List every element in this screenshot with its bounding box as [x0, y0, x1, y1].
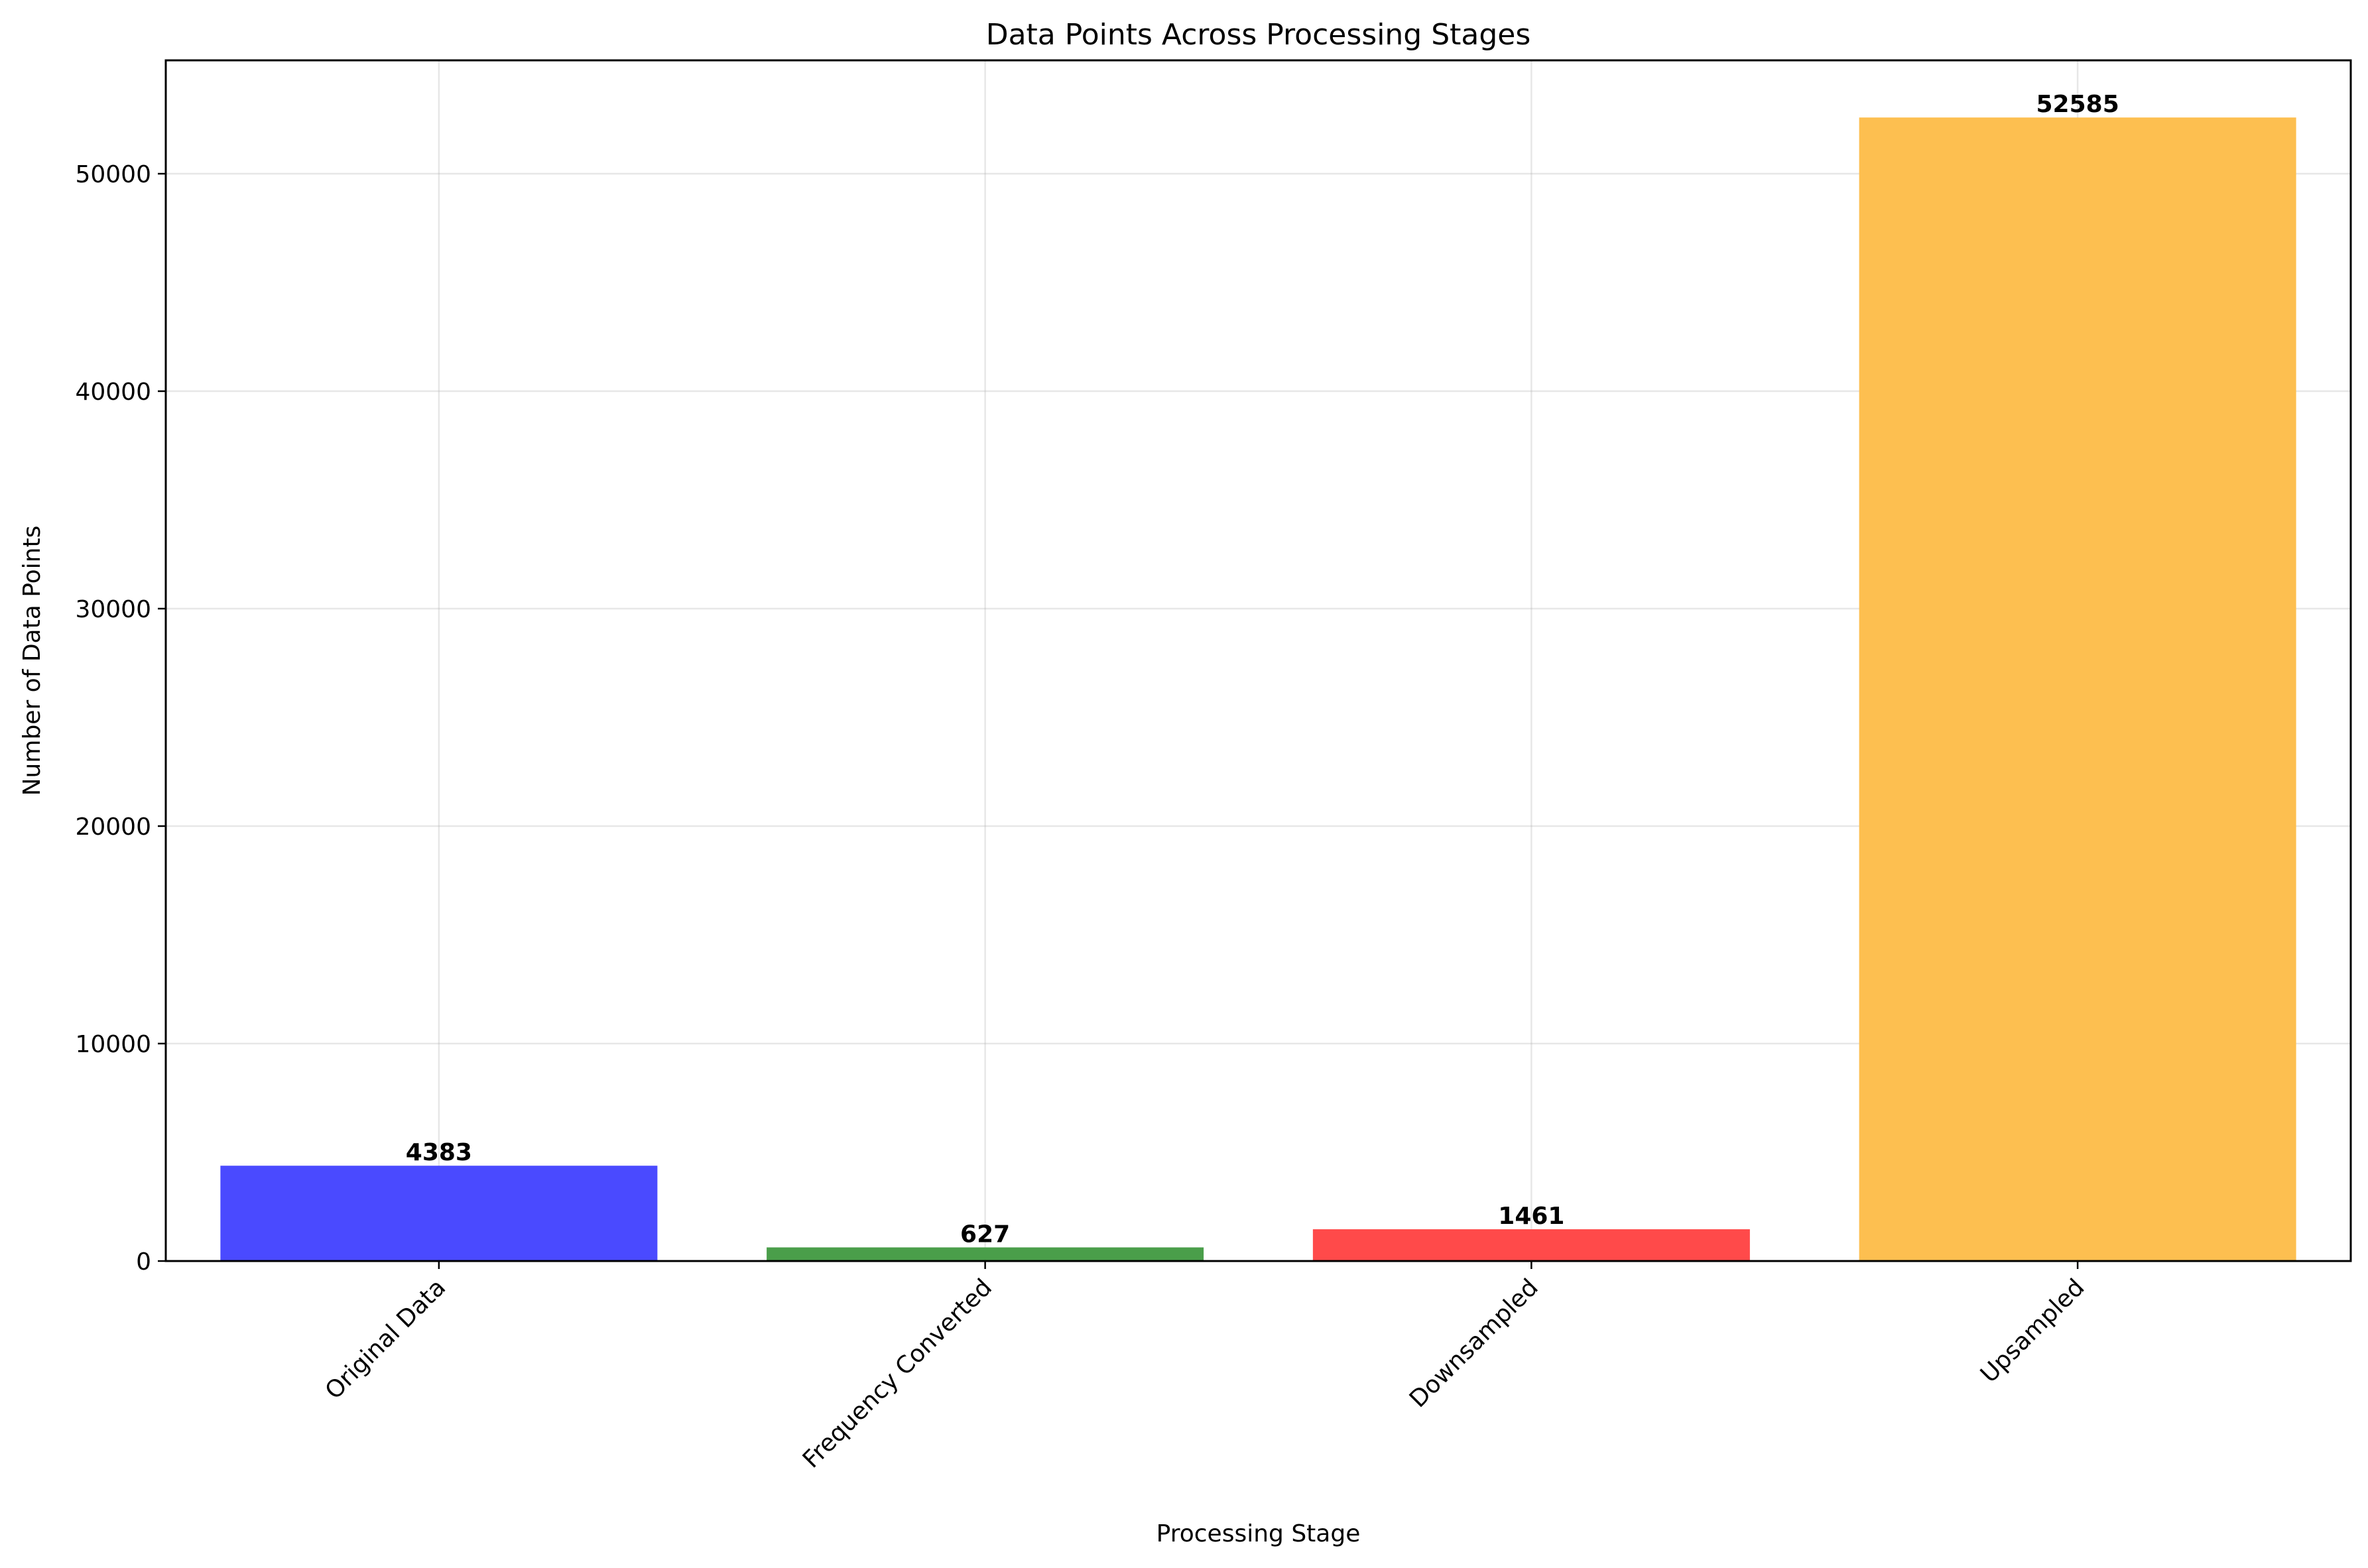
- bar: [767, 1247, 1204, 1261]
- x-tick-label: Downsampled: [1404, 1274, 1544, 1413]
- plot-frame: [164, 59, 2352, 1262]
- y-tick-label: 10000: [75, 1031, 151, 1058]
- x-tick-label: Frequency Converted: [798, 1274, 997, 1473]
- y-tick-label: 30000: [75, 596, 151, 623]
- bar-value-label: 52585: [2036, 91, 2119, 118]
- chart-title: Data Points Across Processing Stages: [986, 18, 1531, 52]
- y-tick-label: 40000: [75, 379, 151, 406]
- bar: [1312, 1229, 1750, 1261]
- ticks-layer: 0 10000 20000 30000 40000 50000 Original Data F…: [75, 161, 2089, 1473]
- labels-layer: 4383 627 1461 52585: [406, 91, 2119, 1248]
- bars-layer: [220, 117, 2296, 1262]
- bar: [220, 1166, 658, 1261]
- x-axis-title: Processing Stage: [1156, 1520, 1361, 1547]
- bar-value-label: 1461: [1498, 1203, 1564, 1230]
- y-axis-title: Number of Data Points: [19, 526, 46, 796]
- x-tick-label: Upsampled: [1975, 1274, 2090, 1388]
- y-tick-label: 50000: [75, 161, 151, 188]
- bar-value-label: 4383: [406, 1139, 472, 1166]
- x-tick-label: Original Data: [320, 1274, 451, 1404]
- y-tick-label: 20000: [75, 814, 151, 841]
- bar: [1859, 117, 2296, 1262]
- y-tick-label: 0: [136, 1248, 151, 1276]
- bar-value-label: 627: [960, 1221, 1010, 1248]
